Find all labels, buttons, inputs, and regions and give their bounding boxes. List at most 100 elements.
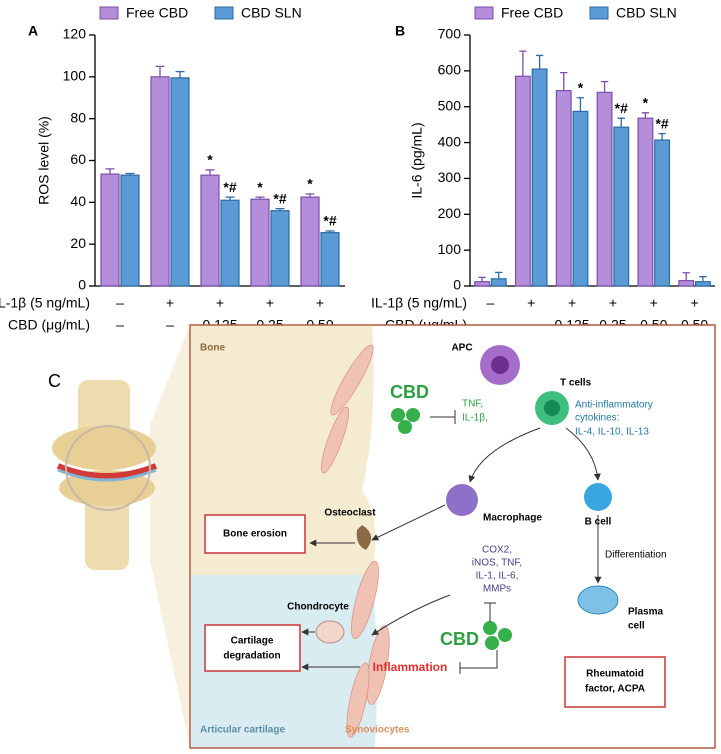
bone-label: Bone — [200, 343, 225, 354]
t-cells-label: T cells — [560, 378, 592, 389]
error-bar — [125, 172, 135, 176]
error-bar — [105, 168, 115, 175]
error-bar — [519, 50, 527, 77]
synovium — [320, 344, 390, 738]
b-cell-label: B cell — [585, 517, 612, 528]
osteoclast — [356, 525, 372, 550]
rheumatoid-label: factor, ACPA — [585, 684, 645, 695]
cytokine-label: TNF, — [462, 399, 483, 410]
zoom-wedge — [150, 325, 190, 748]
y-tick-label: 0 — [453, 277, 461, 293]
error-bar — [205, 169, 215, 176]
error-bar — [600, 80, 609, 93]
plasma-label: Plasma — [628, 607, 663, 618]
x-tick-label: + — [216, 295, 224, 311]
y-tick-label: 300 — [438, 169, 462, 185]
synoviocytes-label: Synoviocytes — [345, 725, 410, 736]
mediator-label: COX2, — [482, 545, 512, 556]
rheumatoid-box — [564, 656, 666, 708]
x-tick-label: + — [166, 295, 174, 311]
panel-label: B — [395, 23, 405, 39]
bar — [654, 139, 671, 287]
anti-cytokine-label: Anti-inflammatory — [575, 400, 653, 411]
bar — [514, 75, 531, 287]
error-bar — [175, 70, 185, 78]
macrophage — [446, 484, 478, 516]
row-header: CBD (μg/mL) — [8, 317, 90, 333]
macrophage-label: Macrophage — [483, 513, 542, 524]
chondrocyte-label: Chondrocyte — [287, 602, 349, 613]
apc-label: APC — [451, 343, 472, 354]
error-bar — [535, 54, 544, 70]
differentiation-label: Differentiation — [605, 550, 667, 561]
y-axis-label: ROS level (%) — [36, 116, 52, 205]
y-tick-label: 700 — [438, 26, 462, 42]
bone-erosion-box — [204, 514, 306, 554]
x-tick-label: + — [266, 295, 274, 311]
cbd-molecule-top — [391, 408, 420, 434]
error-bar — [478, 276, 486, 282]
bar — [170, 77, 190, 287]
legend-label: Free CBD — [126, 5, 188, 21]
significance-mark: *# — [223, 179, 236, 195]
bar — [100, 173, 120, 287]
bone-erosion-label: Bone erosion — [223, 529, 287, 540]
x-tick-label: – — [116, 317, 124, 333]
bar — [250, 198, 270, 287]
bar — [637, 117, 654, 287]
y-tick-label: 40 — [70, 193, 86, 209]
osteoclast-label: Osteoclast — [324, 508, 376, 519]
significance-mark: *# — [615, 100, 628, 116]
cbd-label: CBD — [390, 382, 429, 402]
bar — [120, 174, 140, 287]
rheumatoid-label: Rheumatoid — [586, 669, 644, 680]
error-bar — [617, 117, 625, 128]
significance-mark: * — [307, 176, 313, 192]
panel-label: A — [28, 23, 38, 39]
cartilage-region-label: Articular cartilage — [200, 725, 285, 736]
bar — [531, 68, 548, 287]
x-tick-label: + — [527, 295, 535, 311]
error-bar — [576, 97, 585, 112]
legend-label: CBD SLN — [241, 5, 302, 21]
inflammation-label: Inflammation — [373, 660, 448, 674]
y-tick-label: 80 — [70, 109, 86, 125]
y-tick-label: 600 — [438, 62, 462, 78]
bar — [474, 281, 491, 287]
error-bar — [155, 65, 165, 77]
y-tick-label: 0 — [78, 277, 86, 293]
significance-mark: * — [643, 95, 649, 111]
significance-mark: *# — [273, 190, 286, 206]
bar — [200, 174, 220, 287]
t-cell-nucleus — [544, 400, 560, 416]
y-tick-label: 200 — [438, 205, 462, 221]
legend-swatch — [474, 6, 494, 20]
error-bar — [325, 230, 335, 233]
panel-label: C — [48, 371, 61, 391]
bar — [490, 278, 507, 287]
x-tick-label: – — [166, 317, 174, 333]
significance-mark: *# — [323, 213, 336, 229]
cbd-molecule-bottom — [483, 621, 512, 650]
mediator-label: IL-1, IL-6, — [476, 571, 519, 582]
legend-label: Free CBD — [501, 5, 563, 21]
bar — [678, 280, 695, 287]
legend-swatch — [214, 6, 234, 20]
y-tick-label: 100 — [438, 241, 462, 257]
y-tick-label: 100 — [63, 68, 87, 84]
cartilage-box — [204, 624, 301, 672]
anti-cytokine-label: IL-4, IL-10, IL-13 — [575, 427, 649, 438]
x-tick-label: – — [487, 295, 495, 311]
error-bar — [495, 271, 503, 279]
y-tick-label: 400 — [438, 133, 462, 149]
row-header: IL-1β (5 ng/mL) — [371, 295, 467, 311]
error-bar — [305, 193, 315, 198]
knee-icon — [52, 380, 158, 570]
y-tick-label: 120 — [63, 26, 87, 42]
y-tick-label: 500 — [438, 97, 462, 113]
charts: A ROS level (%) 0 20 40 60 80 100 120 Free CBD * * *… — [0, 5, 715, 333]
bar — [694, 281, 711, 287]
y-tick-label: 60 — [70, 151, 86, 167]
cartilage-label: Cartilage — [231, 636, 274, 647]
